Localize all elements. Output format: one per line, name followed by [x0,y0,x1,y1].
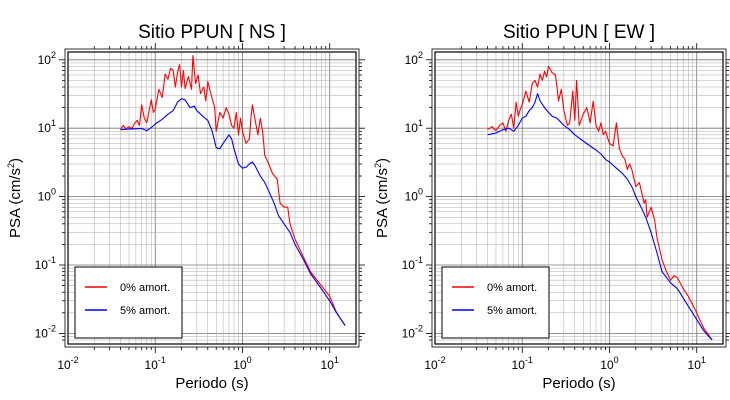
legend-box [74,266,183,339]
y-axis-label: PSA (cm/s2) [6,158,24,238]
legend: 0% amort. 5% amort. [441,266,550,339]
plot-frame-outer [64,48,360,348]
chart-title: Sitio PPUN [ EW ] [503,22,655,43]
y-tick-label: 101 [38,118,56,135]
x-axis-label: Periodo (s) [175,375,248,392]
x-tick-label: 10-1 [145,355,166,372]
legend-entry: 5% amort. [487,305,537,317]
legend-box [441,266,550,339]
chart-panel-2: 10-2 10-1 100 101 10-2 10-1 100 101 102 Sitio PPU… [373,22,730,392]
x-tick-label: 10-1 [512,355,533,372]
y-tick-label: 10-2 [402,323,423,340]
y-tick-label: 100 [405,187,423,204]
x-axis-label: Periodo (s) [542,375,615,392]
y-tick-label: 100 [38,187,56,204]
x-tick-label: 100 [600,355,618,372]
tick-marks [59,43,365,353]
y-axis-label: PSA (cm/s2) [373,158,391,238]
y-tick-label: 10-1 [35,255,56,272]
plot-frame [67,51,357,345]
x-tick-label: 101 [321,355,339,372]
series-line-blue [487,93,713,341]
x-tick-label: 10-2 [424,355,445,372]
series-line-blue [120,98,346,326]
y-tick-label: 102 [405,50,423,67]
legend-entry: 0% amort. [487,282,537,294]
legend: 0% amort. 5% amort. [74,266,183,339]
plot-frame [434,51,724,345]
x-tick-label: 100 [233,355,251,372]
plot-frame-outer [431,48,727,348]
series-line-red [487,65,713,341]
y-tick-label: 102 [38,50,56,67]
x-tick-label: 101 [688,355,706,372]
x-tick-label: 10-2 [57,355,78,372]
y-tick-label: 101 [405,118,423,135]
legend-entry: 0% amort. [120,282,170,294]
series-line-red [120,55,346,326]
tick-marks [426,43,730,353]
legend-entry: 5% amort. [120,305,170,317]
y-tick-label: 10-2 [35,323,56,340]
y-tick-label: 10-1 [402,255,423,272]
chart-panel-1: 10-2 10-1 100 101 10-2 10-1 100 101 102 Sitio PPU… [6,22,365,392]
chart-title: Sitio PPUN [ NS ] [138,22,286,43]
